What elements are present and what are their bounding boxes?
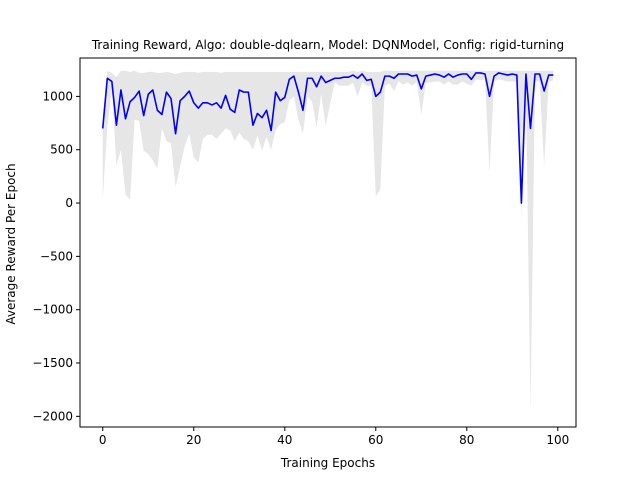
x-axis: 0 20 40 60 80 100 [99, 427, 569, 447]
x-tick-label: 80 [459, 433, 474, 447]
y-tick-label: 0 [65, 196, 73, 210]
y-tick-label: −1500 [32, 356, 73, 370]
variance-band [102, 70, 554, 414]
y-tick-label: 500 [50, 143, 73, 157]
y-axis: −2000 −1500 −1000 −500 0 500 1000 [32, 89, 80, 423]
axes-frame [79, 57, 577, 428]
series-line [101, 72, 554, 204]
x-axis-label: Training Epochs [280, 456, 375, 470]
y-tick-label: −2000 [32, 409, 73, 423]
y-tick-label: 1000 [42, 89, 73, 103]
plot-area [101, 70, 554, 414]
x-tick-label: 20 [186, 433, 201, 447]
y-tick-label: −500 [40, 249, 73, 263]
y-axis-label: Average Reward Per Epoch [4, 163, 18, 324]
x-tick-label: 0 [99, 433, 107, 447]
y-tick-label: −1000 [32, 303, 73, 317]
chart-title: Training Reward, Algo: double-dqlearn, M… [91, 38, 564, 52]
x-tick-label: 40 [277, 433, 292, 447]
x-tick-label: 100 [546, 433, 569, 447]
x-tick-label: 60 [368, 433, 383, 447]
